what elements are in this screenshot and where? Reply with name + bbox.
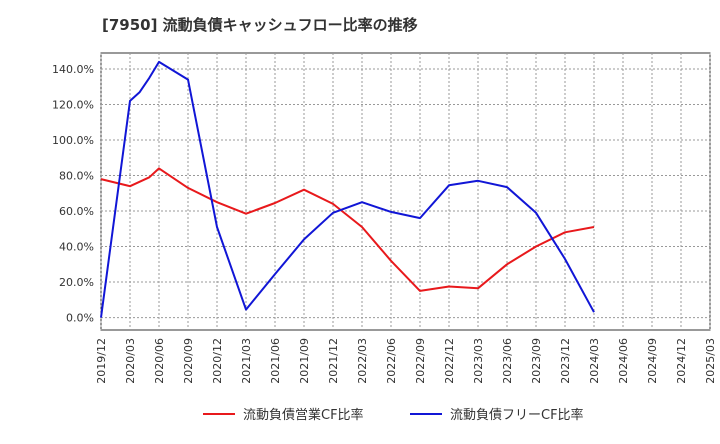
- legend: 流動負債営業CF比率 流動負債フリーCF比率: [203, 407, 584, 423]
- y-tick-label: 120.0%: [52, 98, 94, 111]
- legend-label-0: 流動負債営業CF比率: [243, 407, 364, 423]
- series-line-0: [100, 167, 595, 292]
- series-layer: [100, 60, 595, 318]
- x-tick-label: 2024/12: [675, 338, 688, 384]
- y-tick-label: 100.0%: [52, 134, 94, 147]
- x-tick-label: 2020/12: [211, 338, 224, 384]
- x-axis-ticks: 2019/12 2020/03 2020/06 2020/09 2020/12 2021/…: [95, 338, 717, 384]
- x-tick-label: 2023/09: [530, 338, 543, 384]
- x-tick-label: 2021/06: [269, 338, 282, 384]
- plot-area: [100, 52, 711, 331]
- y-tick-label: 80.0%: [59, 170, 94, 183]
- x-tick-label: 2022/03: [356, 338, 369, 384]
- chart-title: [7950] 流動負債キャッシュフロー比率の推移: [102, 16, 418, 34]
- x-tick-label: 2022/12: [443, 338, 456, 384]
- x-tick-label: 2020/06: [153, 338, 166, 384]
- x-tick-label: 2021/03: [240, 338, 253, 384]
- x-tick-label: 2021/09: [298, 338, 311, 384]
- x-tick-label: 2022/09: [414, 338, 427, 384]
- y-tick-label: 0.0%: [66, 312, 94, 325]
- y-tick-label: 20.0%: [59, 276, 94, 289]
- x-tick-label: 2022/06: [385, 338, 398, 384]
- series-line-1: [100, 60, 595, 318]
- x-tick-label: 2020/03: [124, 338, 137, 384]
- x-tick-label: 2024/09: [646, 338, 659, 384]
- x-tick-label: 2024/06: [617, 338, 630, 384]
- x-tick-label: 2021/12: [327, 338, 340, 384]
- x-tick-label: 2023/03: [472, 338, 485, 384]
- x-tick-label: 2020/09: [182, 338, 195, 384]
- y-tick-label: 60.0%: [59, 205, 94, 218]
- grid-layer: [100, 53, 711, 330]
- x-tick-label: 2023/06: [501, 338, 514, 384]
- y-tick-label: 140.0%: [52, 63, 94, 76]
- legend-label-1: 流動負債フリーCF比率: [450, 407, 584, 423]
- x-tick-label: 2025/03: [704, 338, 717, 384]
- x-tick-label: 2023/12: [559, 338, 572, 384]
- x-tick-label: 2019/12: [95, 338, 108, 384]
- y-axis-ticks: 0.0% 20.0% 40.0% 60.0% 80.0% 100.0% 120.0% 140.…: [52, 63, 94, 325]
- y-tick-label: 40.0%: [59, 241, 94, 254]
- x-tick-label: 2024/03: [588, 338, 601, 384]
